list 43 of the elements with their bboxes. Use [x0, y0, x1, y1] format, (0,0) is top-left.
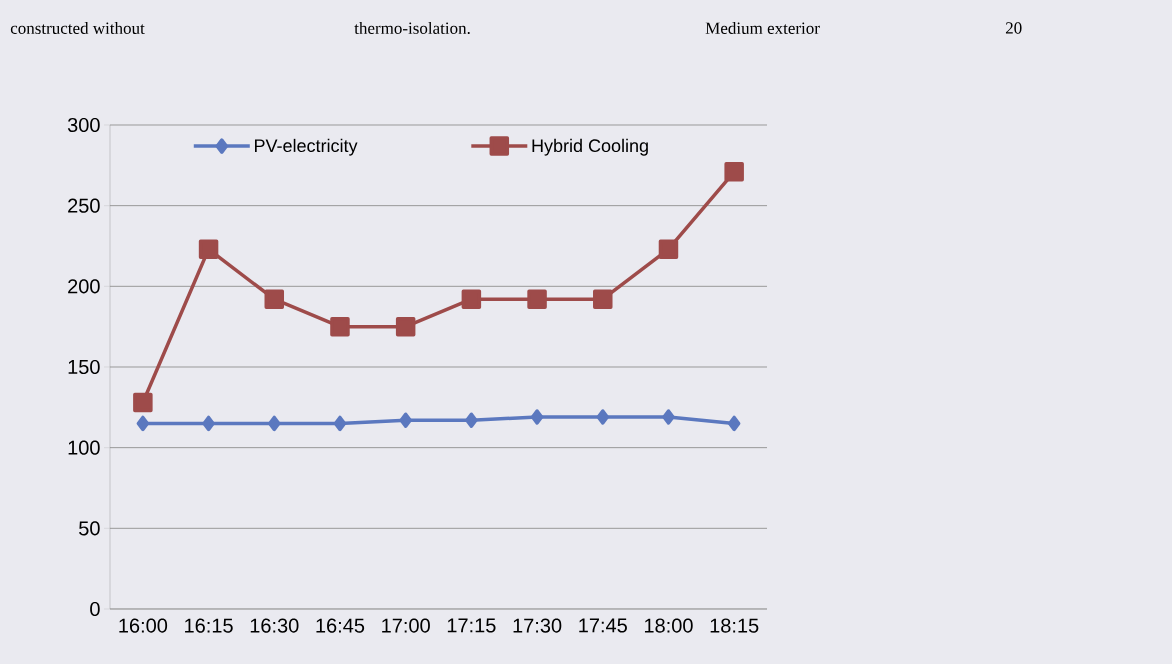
- point: [268, 415, 281, 432]
- x-tick-label: 18:15: [710, 618, 759, 633]
- point: [330, 316, 350, 337]
- point: [333, 415, 347, 432]
- point: [527, 289, 547, 309]
- point: [727, 415, 741, 432]
- point: [395, 316, 416, 337]
- x-tick-label: 17:45: [579, 618, 627, 633]
- x-tick-label: 16:45: [316, 618, 365, 633]
- point: [461, 289, 482, 309]
- text: constructed without: [10, 22, 145, 34]
- x-tick-label: 17:30: [513, 618, 562, 633]
- legend-label: Hybrid Cooling: [532, 138, 648, 156]
- y-tick-label: 50: [79, 521, 100, 536]
- point: [264, 289, 285, 309]
- point: [658, 239, 679, 259]
- y-tick-label: 0: [90, 601, 100, 617]
- x-tick-label: 17:00: [382, 618, 430, 633]
- point: [133, 392, 153, 413]
- y-tick-label: 200: [68, 279, 100, 294]
- legend-label: PV-electricity: [255, 138, 358, 156]
- y-tick-label: 150: [68, 359, 100, 375]
- point: [202, 415, 215, 432]
- point: [399, 412, 412, 428]
- point: [136, 415, 150, 432]
- y-tick-label: 100: [68, 440, 100, 455]
- point: [465, 412, 478, 428]
- text: thermo-isolation.: [354, 21, 470, 34]
- x-tick-label: 18:00: [644, 618, 693, 633]
- point: [662, 409, 675, 425]
- x-tick-label: 17:15: [447, 618, 496, 633]
- point: [530, 409, 544, 425]
- point: [724, 162, 744, 182]
- point: [198, 239, 219, 259]
- point: [596, 409, 610, 425]
- x-tick-label: 16:15: [185, 618, 233, 633]
- point: [593, 289, 613, 309]
- y-tick-label: 300: [67, 117, 100, 133]
- x-tick-label: 16:00: [119, 618, 168, 633]
- text: 20: [1005, 22, 1022, 34]
- x-tick-label: 16:30: [250, 618, 299, 633]
- text: Medium exterior: [705, 22, 820, 34]
- y-tick-label: 250: [68, 198, 100, 213]
